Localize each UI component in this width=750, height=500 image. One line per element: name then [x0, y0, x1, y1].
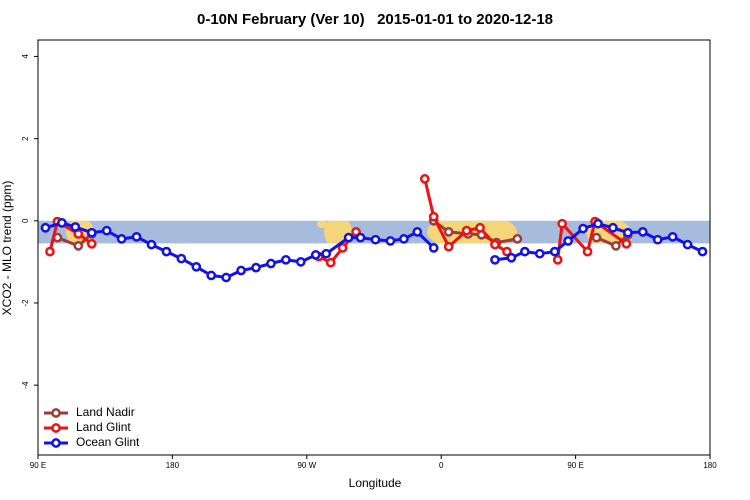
data-point	[591, 232, 602, 243]
data-point	[325, 257, 336, 268]
data-point	[310, 250, 321, 260]
data-point	[461, 225, 472, 236]
data-point	[370, 234, 381, 245]
data-point	[176, 253, 187, 264]
data-point	[552, 254, 563, 265]
shaded-band	[38, 220, 710, 244]
y-tick-label: 2	[21, 136, 30, 141]
data-point	[266, 258, 276, 269]
chart-title: 0-10N February (Ver 10) 2015-01-01 to 20…	[197, 11, 553, 28]
data-point	[652, 234, 663, 245]
data-point	[161, 246, 172, 257]
data-point	[70, 222, 81, 232]
x-axis-label: Longitude	[349, 476, 402, 490]
data-point	[86, 238, 97, 249]
series-line	[48, 178, 628, 265]
y-tick-label: 0	[21, 218, 30, 223]
data-point	[582, 246, 593, 257]
data-point	[578, 223, 588, 234]
data-point	[321, 248, 332, 259]
x-tick-label: 180	[703, 461, 717, 470]
data-point	[86, 227, 97, 238]
data-point	[443, 227, 454, 237]
data-point	[251, 262, 261, 273]
data-point	[637, 227, 648, 237]
data-point	[343, 232, 354, 243]
continent	[317, 220, 327, 228]
data-point	[337, 243, 348, 253]
data-point	[101, 225, 112, 236]
legend-marker	[51, 408, 61, 418]
background-layer	[38, 220, 710, 244]
legend-label: Ocean Glint	[76, 435, 140, 449]
data-point	[490, 254, 500, 265]
data-point	[146, 239, 157, 250]
data-point	[621, 238, 632, 249]
data-point	[534, 248, 545, 259]
x-tick-label: 0	[439, 461, 444, 470]
data-point	[512, 234, 523, 244]
data-point	[563, 236, 573, 246]
data-point	[593, 218, 603, 229]
y-axis-label: XCO2 - MLO trend (ppm)	[0, 181, 14, 316]
data-point	[57, 217, 67, 228]
data-point	[419, 174, 430, 184]
data-point	[506, 252, 517, 263]
data-point	[412, 227, 423, 237]
data-point	[385, 236, 396, 246]
x-tick-label: 180	[166, 461, 180, 470]
data-point	[475, 222, 485, 233]
data-point	[191, 261, 202, 272]
y-tick-label: 4	[21, 54, 30, 59]
data-point	[519, 246, 530, 257]
data-point	[131, 231, 142, 242]
data-point	[667, 231, 678, 242]
data-point	[611, 241, 621, 251]
plot-frame	[37, 39, 711, 456]
data-point	[608, 222, 618, 233]
x-tick-label: 90 W	[297, 461, 316, 470]
data-point	[443, 241, 454, 252]
y-tick-label: -4	[21, 381, 30, 389]
data-point	[682, 239, 693, 250]
data-point	[502, 246, 512, 257]
data-point	[45, 246, 55, 257]
data-point	[295, 257, 306, 267]
legend-marker	[51, 423, 61, 433]
data-point	[490, 239, 500, 250]
legend-label: Land Glint	[76, 420, 131, 434]
data-point	[623, 227, 633, 238]
data-point	[428, 211, 439, 222]
data-point	[73, 241, 84, 251]
data-point	[221, 272, 232, 283]
data-point	[549, 246, 560, 257]
legend-marker	[51, 438, 61, 448]
data-point	[399, 234, 409, 244]
data-point	[116, 234, 127, 244]
data-point	[236, 265, 246, 276]
data-point	[557, 218, 568, 229]
data-point	[281, 254, 291, 265]
data-point	[428, 243, 439, 253]
data-point	[697, 246, 708, 257]
data-point	[355, 232, 366, 243]
data-point	[206, 270, 217, 281]
x-tick-label: 90 E	[30, 461, 46, 470]
x-tick-label: 90 E	[567, 461, 583, 470]
legend-label: Land Nadir	[76, 405, 135, 419]
y-tick-label: -2	[21, 299, 30, 307]
data-point	[40, 222, 51, 233]
